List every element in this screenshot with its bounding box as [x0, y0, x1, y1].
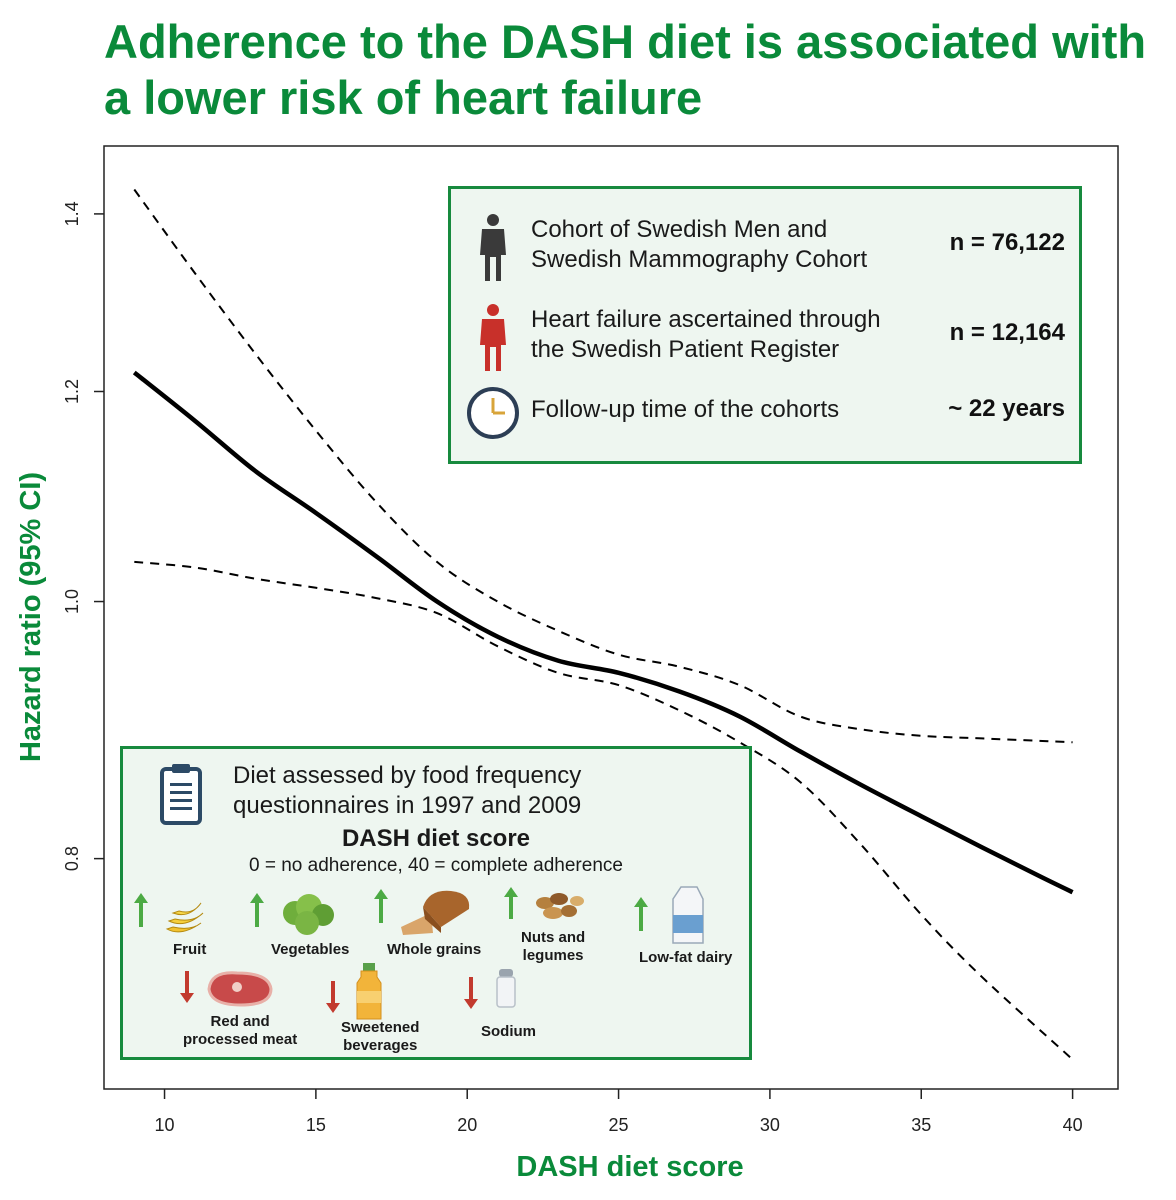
heart-failure-row: Heart failure ascertained through the Sw… [451, 301, 1079, 371]
hf-text-line-2: the Swedish Patient Register [531, 336, 840, 363]
x-tick-label-15: 15 [306, 1115, 326, 1135]
x-tick-label-40: 40 [1063, 1115, 1083, 1135]
hf-count: n = 12,164 [949, 319, 1065, 346]
cohort-text-line-2: Swedish Mammography Cohort [531, 246, 868, 273]
milk-icon [672, 886, 704, 944]
red-meat-label-line-2: processed meat [183, 1031, 298, 1048]
bread-icon [401, 890, 470, 935]
y-tick-label-1.4: 1.4 [62, 201, 82, 226]
diet-heading-line-1: Diet assessed by food frequency [233, 762, 582, 789]
up-arrow-grains [374, 889, 470, 935]
up-arrow-fruit [134, 893, 204, 933]
axes: 10 15 20 25 30 35 40 0.8 1.0 1.2 1.4 [62, 201, 1083, 1135]
food-nuts-legumes [497, 883, 597, 936]
juice-bottle-icon [356, 963, 382, 1020]
upper-ci-line [133, 188, 1073, 744]
y-tick-label-1.0: 1.0 [62, 589, 82, 614]
clock-icon [467, 387, 519, 439]
cohort-count: n = 76,122 [949, 229, 1065, 256]
y-axis-label: Hazard ratio (95% CI) [15, 472, 47, 762]
food-sodium [461, 967, 531, 1020]
whole-grains-label: Whole grains [387, 941, 482, 958]
up-arrow-vegetables [250, 893, 334, 935]
x-tick-label-20: 20 [457, 1115, 477, 1135]
vegetables-label: Vegetables [271, 941, 350, 958]
cohort-text-line-1: Cohort of Swedish Men and [531, 216, 828, 243]
x-tick-label-30: 30 [760, 1115, 780, 1135]
steak-icon [207, 971, 273, 1007]
dash-score-subtitle: 0 = no adherence, 40 = complete adherenc… [249, 855, 623, 876]
up-arrow-dairy [634, 886, 704, 944]
food-vegetables [247, 883, 347, 944]
person-icon [480, 214, 506, 281]
y-tick-label-0.8: 0.8 [62, 846, 82, 871]
down-arrow-sodium [464, 969, 516, 1009]
food-fruit [131, 889, 215, 944]
red-meat-label: Red and processed meat [183, 1013, 297, 1049]
follow-up-duration: ~ 22 years [948, 395, 1065, 422]
page-title: Adherence to the DASH diet is associated… [104, 15, 1147, 124]
salt-shaker-icon [496, 969, 516, 1008]
diet-heading-line-2: questionnaires in 1997 and 2009 [233, 792, 582, 819]
fruit-label: Fruit [173, 941, 207, 958]
person-red-icon [480, 304, 506, 371]
red-meat-label-line-1: Red and [210, 1013, 270, 1030]
nuts-legumes-label: Nuts and legumes [521, 929, 585, 965]
lettuce-icon [283, 894, 334, 935]
food-red-meat [177, 965, 277, 1016]
x-tick-label-35: 35 [911, 1115, 931, 1135]
diet-info-box: Diet assessed by food frequency question… [120, 746, 752, 1060]
series-lines [132, 188, 1074, 1061]
x-axis-label: DASH diet score [516, 1151, 743, 1183]
food-low-fat-dairy [631, 881, 711, 950]
follow-up-row: Follow-up time of the cohorts ~ 22 years [451, 385, 1079, 441]
low-fat-dairy-label: Low-fat dairy [639, 949, 733, 966]
beverages-label-line-1: Sweetened [341, 1019, 420, 1036]
hazard-ratio-line [132, 370, 1074, 895]
banana-icon [165, 902, 204, 933]
food-sweetened-beverages [323, 961, 393, 1026]
nuts-label-line-2: legumes [522, 947, 584, 964]
follow-up-text: Follow-up time of the cohorts [531, 396, 840, 423]
lower-ci-line [134, 560, 1074, 1061]
food-whole-grains [371, 883, 481, 944]
plot-frame [103, 145, 1119, 1090]
cohort-row: Cohort of Swedish Men and Swedish Mammog… [451, 211, 1079, 281]
down-arrow-beverages [326, 963, 382, 1020]
nuts-icon [536, 893, 584, 919]
x-tick-label-10: 10 [155, 1115, 175, 1135]
sodium-label: Sodium [481, 1023, 536, 1040]
cohort-info-box: Cohort of Swedish Men and Swedish Mammog… [448, 186, 1082, 464]
up-arrow-nuts [504, 887, 584, 919]
hf-text-line-1: Heart failure ascertained through [531, 306, 881, 333]
down-arrow-meat [180, 971, 273, 1007]
x-tick-label-25: 25 [609, 1115, 629, 1135]
clipboard-icon [160, 764, 202, 825]
dash-score-title: DASH diet score [341, 825, 531, 852]
sweetened-beverages-label: Sweetened beverages [341, 1019, 419, 1055]
beverages-label-line-2: beverages [343, 1037, 418, 1054]
nuts-label-line-1: Nuts and [521, 929, 586, 946]
y-tick-label-1.2: 1.2 [62, 379, 82, 404]
